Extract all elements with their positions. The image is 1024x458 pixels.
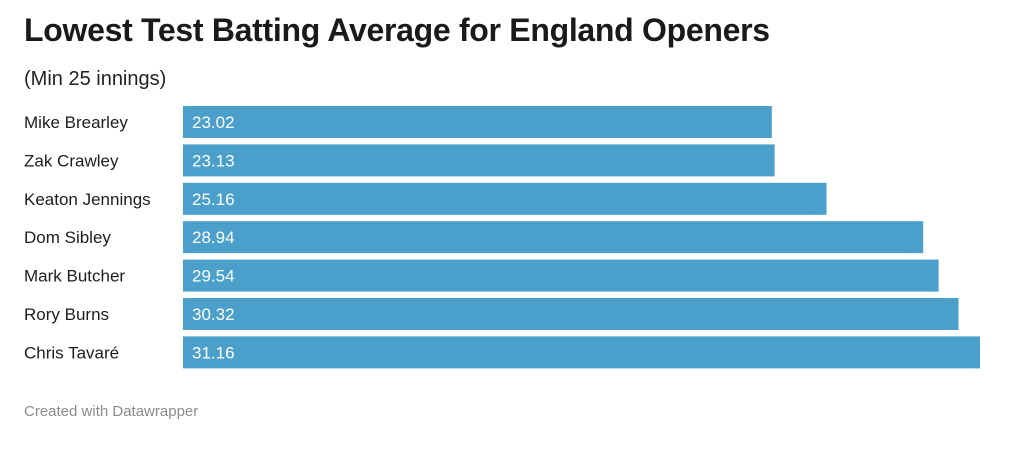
- chart-title: Lowest Test Batting Average for England …: [24, 12, 770, 48]
- chart-container: Lowest Test Batting Average for England …: [24, 10, 1000, 450]
- value-label: 28.94: [192, 228, 235, 247]
- value-label: 25.16: [192, 190, 235, 209]
- category-label: Chris Tavaré: [24, 343, 119, 362]
- value-label: 23.02: [192, 113, 235, 132]
- bar-row: Keaton Jennings 25.16: [24, 182, 827, 215]
- bar-chart: Mike Brearley 23.02 Zak Crawley 23.13 Keaton…: [24, 106, 980, 369]
- category-label: Keaton Jennings: [24, 190, 151, 209]
- value-label: 30.32: [192, 305, 235, 324]
- bar: [183, 221, 924, 254]
- chart-subtitle: (Min 25 innings): [24, 68, 167, 90]
- bar-row: Dom Sibley 28.94: [24, 221, 924, 254]
- category-label: Mark Butcher: [24, 267, 125, 286]
- category-label: Zak Crawley: [24, 151, 119, 170]
- bar: [183, 298, 959, 330]
- chart-footer: Created with Datawrapper: [24, 403, 199, 420]
- bar-row: Mark Butcher 29.54: [24, 259, 939, 292]
- bar: [183, 144, 775, 177]
- category-label: Mike Brearley: [24, 113, 128, 132]
- bar: [183, 106, 772, 138]
- bar-row: Mike Brearley 23.02: [24, 106, 772, 138]
- bar: [183, 182, 827, 215]
- bar: [183, 336, 980, 369]
- bar-row: Rory Burns 30.32: [24, 298, 959, 330]
- value-label: 31.16: [192, 343, 235, 362]
- value-label: 29.54: [192, 267, 235, 286]
- bar-row: Zak Crawley 23.13: [24, 144, 775, 177]
- value-label: 23.13: [192, 151, 235, 170]
- category-label: Dom Sibley: [24, 228, 111, 247]
- bar: [183, 259, 939, 292]
- bar-row: Chris Tavaré 31.16: [24, 336, 980, 369]
- category-label: Rory Burns: [24, 305, 109, 324]
